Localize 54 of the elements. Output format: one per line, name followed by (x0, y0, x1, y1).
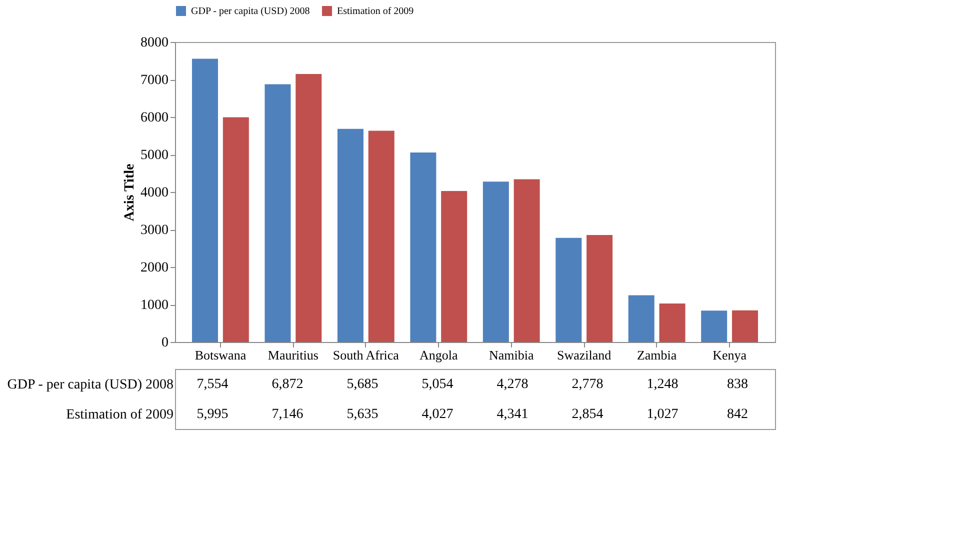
y-axis-title: Axis Title (122, 164, 138, 222)
x-tick-label: Angola (419, 348, 458, 362)
x-tick-label: Swaziland (557, 348, 612, 362)
bar (482, 182, 509, 342)
data-label: 5,635 (346, 407, 378, 422)
legend-label: Estimation of 2009 (337, 6, 414, 17)
bar (222, 117, 249, 342)
bar (192, 58, 218, 342)
data-label: 6,872 (272, 377, 304, 392)
legend-label: GDP - per capita (USD) 2008 (191, 6, 310, 17)
bar (410, 152, 436, 342)
x-tick-label: Kenya (712, 348, 747, 362)
y-tick-label: 2000 (140, 260, 168, 276)
x-tick-label: Zambia (636, 348, 677, 362)
data-label: 5,685 (346, 377, 378, 392)
bar (628, 295, 654, 342)
y-tick-label: 1000 (140, 298, 168, 313)
bar (556, 238, 582, 342)
data-label: 7,146 (272, 407, 304, 422)
data-label: 5,054 (422, 377, 454, 392)
bar (296, 74, 322, 342)
x-tick-label: South Africa (332, 348, 400, 362)
data-label: 4,341 (496, 407, 528, 422)
y-tick-label: 6000 (140, 110, 168, 126)
y-tick-label: 4000 (140, 186, 168, 200)
data-label: 2,854 (572, 407, 604, 422)
bar (264, 84, 291, 342)
y-tick-label: 3000 (140, 223, 168, 238)
data-label: 1,027 (646, 407, 678, 422)
text: Estimation of 2009 (66, 408, 174, 422)
bar (368, 130, 394, 342)
data-label: 1,248 (646, 377, 678, 392)
bar (441, 190, 468, 342)
data-label: 838 (727, 377, 748, 392)
bar (659, 303, 686, 342)
data-label: 2,778 (572, 377, 604, 392)
text: GDP - per capita (USD) 2008 (7, 378, 174, 392)
bar (337, 128, 364, 342)
x-tick-label: Mauritius (268, 348, 318, 362)
bar (701, 310, 728, 342)
data-label: 4,278 (496, 377, 528, 392)
y-tick-label: 5000 (140, 148, 168, 163)
x-tick-label: Botswana (194, 348, 246, 362)
data-label: 4,027 (422, 407, 454, 422)
y-tick-label: 0 (162, 336, 168, 350)
y-tick-label: 7000 (140, 73, 168, 88)
data-label: 7,554 (196, 377, 228, 392)
bar (514, 179, 540, 342)
x-tick-label: Namibia (488, 348, 534, 362)
data-label: 5,995 (196, 407, 228, 422)
y-tick-label: 8000 (140, 36, 168, 50)
data-label: 842 (727, 407, 748, 422)
bar (586, 234, 613, 342)
bar (732, 310, 758, 342)
